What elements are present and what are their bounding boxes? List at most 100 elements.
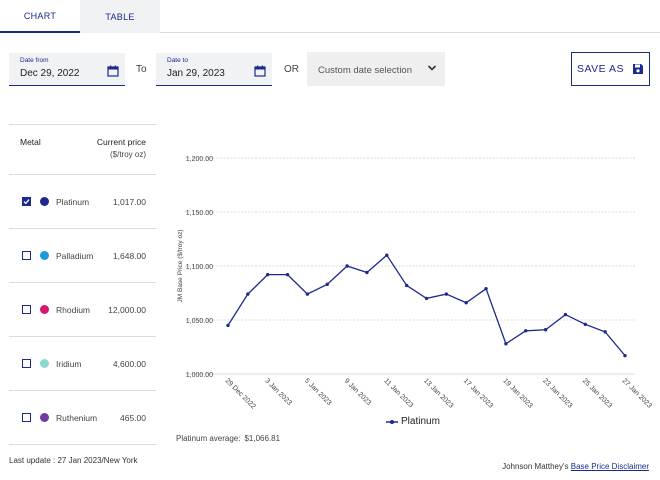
- calendar-icon[interactable]: [107, 65, 119, 77]
- data-point[interactable]: [563, 312, 568, 317]
- x-tick-label: 29 Dec 2022: [224, 377, 257, 410]
- disclaimer: Johnson Matthey's Base Price Disclaimer: [502, 462, 649, 471]
- metal-price: 1,017.00: [112, 197, 146, 207]
- y-axis-title: JM Base Price ($/troy oz): [177, 230, 184, 303]
- tab-chart[interactable]: CHART: [0, 0, 80, 33]
- metal-row-palladium: Palladium 1,648.00: [9, 229, 156, 283]
- legend-swatch: [386, 419, 398, 424]
- series-line-platinum: [227, 254, 626, 357]
- metal-price: 465.00: [120, 413, 146, 423]
- metal-price: 4,600.00: [112, 359, 146, 369]
- disclaimer-prefix: Johnson Matthey's: [502, 462, 571, 471]
- x-tick-label: 5 Jan 2023: [303, 377, 333, 407]
- data-point[interactable]: [484, 286, 488, 291]
- metal-price-table: Metal Current price ($/troy oz) Platinum…: [9, 124, 156, 445]
- data-point[interactable]: [365, 270, 369, 275]
- metal-color-dot: [40, 413, 49, 422]
- data-point[interactable]: [285, 272, 290, 277]
- data-point[interactable]: [623, 353, 627, 358]
- date-from-label: Date from: [20, 57, 49, 64]
- data-point[interactable]: [246, 292, 250, 296]
- metal-price: 1,648.00: [112, 251, 146, 261]
- data-point[interactable]: [404, 283, 409, 288]
- data-point[interactable]: [266, 272, 270, 277]
- x-tick-label: 19 Jan 2023: [501, 377, 533, 409]
- price-chart-svg: 1,000.00 1,050.00 1,100.00 1,150.00 1,200.00…: [177, 156, 653, 411]
- metal-row-platinum: Platinum 1,017.00: [9, 175, 156, 229]
- y-tick-label: 1,050.00: [186, 318, 213, 325]
- metal-checkbox-platinum[interactable]: [22, 197, 31, 206]
- metal-checkbox-ruthenium[interactable]: [22, 413, 31, 422]
- chevron-down-icon: [427, 65, 437, 71]
- metal-color-dot: [40, 305, 49, 314]
- metal-name: Iridium: [56, 359, 82, 369]
- price-chart: 1,000.00 1,050.00 1,100.00 1,150.00 1,200.00…: [170, 140, 653, 450]
- metal-name: Rhodium: [56, 305, 91, 315]
- data-point[interactable]: [226, 323, 230, 328]
- data-point[interactable]: [444, 292, 449, 296]
- x-tick-label: 25 Jan 2023: [581, 377, 613, 409]
- x-tick-label: 9 Jan 2023: [343, 377, 373, 407]
- y-tick-label: 1,000.00: [186, 372, 213, 379]
- tab-table[interactable]: TABLE: [80, 0, 160, 33]
- metal-name: Palladium: [56, 251, 94, 261]
- average-value: $1,066.81: [244, 434, 281, 443]
- metal-table-header: Metal Current price ($/troy oz): [9, 125, 156, 175]
- metal-price: 12,000.00: [108, 305, 146, 315]
- custom-date-select[interactable]: Custom date selection: [307, 52, 445, 86]
- data-point[interactable]: [603, 330, 607, 334]
- x-tick-label: 13 Jan 2023: [422, 377, 454, 409]
- x-tick-label: 11 Jan 2023: [382, 377, 414, 409]
- view-tabs: CHART TABLE: [0, 0, 660, 33]
- metal-color-dot: [40, 359, 49, 368]
- metal-checkbox-iridium[interactable]: [22, 359, 31, 368]
- metal-name: Platinum: [56, 197, 90, 207]
- date-from-field[interactable]: Date from Dec 29, 2022: [9, 53, 125, 86]
- header-price-unit: ($/troy oz): [109, 150, 146, 159]
- data-point[interactable]: [385, 253, 389, 257]
- data-point[interactable]: [305, 292, 310, 296]
- x-tick-label: 3 Jan 2023: [263, 377, 293, 407]
- floppy-disk-icon: [633, 64, 644, 74]
- x-tick-label: 17 Jan 2023: [462, 377, 494, 409]
- checkmark-icon: [23, 199, 30, 205]
- metal-row-ruthenium: Ruthenium 465.00: [9, 391, 156, 445]
- data-point[interactable]: [345, 264, 349, 268]
- x-tick-label: 23 Jan 2023: [541, 377, 573, 409]
- header-metal: Metal: [20, 137, 41, 147]
- metal-rows: Platinum 1,017.00 Palladium 1,648.00 Rhodium…: [9, 175, 156, 445]
- platinum-average: Platinum average: $1,066.81: [176, 434, 280, 443]
- to-label: To: [136, 64, 147, 75]
- data-point[interactable]: [524, 329, 528, 333]
- date-from-value: Dec 29, 2022: [20, 68, 80, 79]
- data-point[interactable]: [464, 301, 468, 305]
- header-current-price: Current price: [96, 137, 146, 147]
- date-to-field[interactable]: Date to Jan 29, 2023: [156, 53, 272, 86]
- y-tick-label: 1,150.00: [186, 210, 213, 217]
- metal-color-dot: [40, 251, 49, 260]
- date-to-value: Jan 29, 2023: [167, 68, 225, 79]
- disclaimer-link[interactable]: Base Price Disclaimer: [570, 462, 649, 471]
- metal-row-iridium: Iridium 4,600.00: [9, 337, 156, 391]
- save-as-label: SAVE AS: [576, 63, 625, 75]
- metal-color-dot: [40, 197, 49, 206]
- data-point[interactable]: [504, 342, 508, 346]
- last-update: Last update : 27 Jan 2023/New York: [9, 456, 138, 465]
- metal-checkbox-rhodium[interactable]: [22, 305, 31, 314]
- date-to-label: Date to: [167, 57, 188, 64]
- calendar-icon[interactable]: [254, 65, 266, 77]
- metal-name: Ruthenium: [56, 413, 98, 423]
- y-tick-label: 1,200.00: [186, 156, 213, 163]
- data-point[interactable]: [583, 322, 587, 327]
- save-as-button[interactable]: SAVE AS: [571, 52, 650, 86]
- metal-row-rhodium: Rhodium 12,000.00: [9, 283, 156, 337]
- average-label: Platinum average:: [176, 434, 241, 443]
- data-point[interactable]: [424, 296, 429, 301]
- data-point[interactable]: [325, 282, 329, 287]
- custom-date-select-value: Custom date selection: [318, 65, 412, 76]
- or-label: OR: [284, 64, 299, 75]
- metal-checkbox-palladium[interactable]: [22, 251, 31, 260]
- y-tick-label: 1,100.00: [186, 264, 213, 271]
- data-point[interactable]: [543, 328, 548, 332]
- chart-legend[interactable]: Platinum: [386, 416, 440, 427]
